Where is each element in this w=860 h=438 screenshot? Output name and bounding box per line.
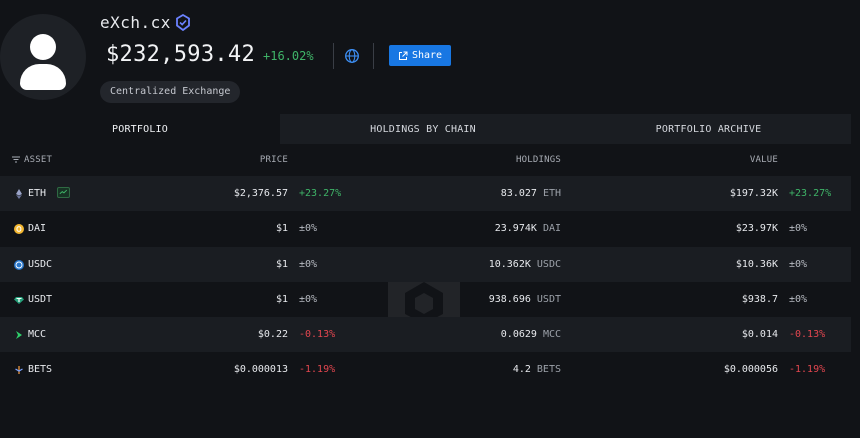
value-change: ±0% bbox=[789, 293, 808, 305]
holdings-amount: 0.0629 bbox=[500, 329, 537, 341]
price-change: +23.27% bbox=[299, 188, 342, 199]
trend-up-icon bbox=[59, 189, 68, 195]
asset-name[interactable]: USDT bbox=[28, 293, 53, 305]
holdings-symbol: ETH bbox=[542, 188, 561, 199]
holdings-amount: 83.027 bbox=[500, 188, 537, 199]
value-change: +23.27% bbox=[789, 188, 832, 199]
table-header: ASSET PRICE HOLDINGS VALUE bbox=[0, 144, 851, 176]
header-value[interactable]: VALUE bbox=[749, 155, 778, 165]
price-change: -0.13% bbox=[299, 329, 336, 341]
total-balance: $232,593.42 bbox=[106, 42, 255, 67]
asset-name[interactable]: USDC bbox=[28, 258, 53, 270]
table-row[interactable]: BETS $0.000013 -1.19% 4.2 BETS $0.000056… bbox=[0, 352, 851, 387]
mcc-icon bbox=[16, 331, 22, 340]
holdings-symbol: USDT bbox=[536, 293, 561, 305]
header-asset[interactable]: ASSET bbox=[24, 155, 53, 165]
table-row[interactable]: MCC $0.22 -0.13% 0.0629 MCC $0.014 -0.13… bbox=[0, 317, 851, 353]
asset-value: $10.36K bbox=[735, 258, 778, 270]
balance-change: +16.02% bbox=[263, 49, 314, 63]
tab-portfolio-archive[interactable]: PORTFOLIO ARCHIVE bbox=[655, 123, 762, 135]
globe-icon[interactable] bbox=[344, 48, 360, 64]
value-change: ±0% bbox=[789, 223, 808, 235]
asset-value: $0.000056 bbox=[723, 364, 778, 376]
holdings-symbol: BETS bbox=[536, 364, 561, 376]
holdings-amount: 23.974K bbox=[494, 223, 537, 235]
holdings-amount: 938.696 bbox=[488, 293, 531, 305]
price-change: ±0% bbox=[299, 223, 318, 235]
ethereum-icon bbox=[16, 189, 22, 199]
price-change: -1.19% bbox=[299, 364, 336, 376]
asset-holdings: 0.0629 MCC bbox=[501, 329, 561, 340]
value-change: ±0% bbox=[789, 258, 808, 270]
table-row[interactable]: USDC $1 ±0% 10.362K USDC $10.36K ±0% bbox=[0, 246, 851, 282]
asset-name[interactable]: MCC bbox=[28, 329, 47, 341]
header-price[interactable]: PRICE bbox=[259, 155, 288, 165]
holdings-symbol: DAI bbox=[542, 223, 561, 235]
entity-type-tag: Centralized Exchange bbox=[100, 81, 241, 103]
avatar-body-icon bbox=[20, 64, 66, 90]
asset-name[interactable]: BETS bbox=[28, 364, 53, 376]
asset-price: $2,376.57 bbox=[233, 188, 288, 199]
asset-price: $1 bbox=[275, 223, 288, 235]
holdings-symbol: MCC bbox=[542, 329, 561, 341]
asset-holdings: 23.974K DAI bbox=[495, 223, 561, 234]
share-icon bbox=[398, 51, 408, 60]
table-row[interactable]: USDT $1 ±0% 938.696 USDT $938.7 ±0% bbox=[0, 282, 851, 317]
asset-value: $23.97K bbox=[735, 223, 778, 235]
asset-value: $938.7 bbox=[741, 293, 778, 305]
value-change: -0.13% bbox=[789, 329, 826, 341]
share-button[interactable]: Share bbox=[389, 45, 451, 66]
asset-holdings: 4.2 BETS bbox=[513, 364, 561, 375]
tab-bar: PORTFOLIO HOLDINGS BY CHAIN PORTFOLIO AR… bbox=[0, 114, 851, 144]
price-chart-button[interactable] bbox=[57, 187, 70, 198]
holdings-amount: 4.2 bbox=[512, 364, 531, 376]
asset-name[interactable]: ETH bbox=[28, 188, 47, 199]
asset-holdings: 938.696 USDT bbox=[489, 294, 561, 305]
divider bbox=[373, 43, 374, 69]
holdings-symbol: USDC bbox=[536, 258, 561, 270]
verified-badge-icon bbox=[176, 14, 190, 31]
asset-price: $0.22 bbox=[257, 329, 288, 341]
usdc-icon bbox=[14, 259, 24, 270]
bets-icon bbox=[15, 366, 23, 375]
divider bbox=[333, 43, 334, 69]
tab-portfolio[interactable]: PORTFOLIO bbox=[0, 114, 280, 144]
asset-name[interactable]: DAI bbox=[28, 223, 47, 235]
asset-price: $1 bbox=[275, 258, 288, 270]
asset-value: $0.014 bbox=[741, 329, 778, 341]
dai-icon bbox=[14, 224, 24, 235]
entity-header: eXch.cx $232,593.42 +16.02% Share Centra… bbox=[0, 0, 860, 114]
asset-price: $0.000013 bbox=[233, 364, 288, 376]
portfolio-table: ASSET PRICE HOLDINGS VALUE ETH $2,376.57… bbox=[0, 144, 851, 388]
header-holdings[interactable]: HOLDINGS bbox=[516, 155, 561, 165]
asset-price: $1 bbox=[275, 293, 288, 305]
table-row[interactable]: ETH $2,376.57 +23.27% 83.027 ETH $197.32… bbox=[0, 176, 851, 212]
avatar-head-icon bbox=[30, 34, 56, 60]
price-change: ±0% bbox=[299, 258, 318, 270]
holdings-amount: 10.362K bbox=[488, 258, 531, 270]
price-change: ±0% bbox=[299, 293, 318, 305]
asset-holdings: 10.362K USDC bbox=[489, 259, 561, 270]
value-change: -1.19% bbox=[789, 364, 826, 376]
share-label: Share bbox=[411, 50, 443, 61]
asset-value: $197.32K bbox=[729, 188, 778, 199]
tab-holdings-by-chain[interactable]: HOLDINGS BY CHAIN bbox=[370, 123, 476, 135]
entity-name: eXch.cx bbox=[100, 13, 171, 32]
filter-icon[interactable] bbox=[12, 156, 20, 163]
asset-holdings: 83.027 ETH bbox=[501, 188, 561, 199]
table-row[interactable]: DAI $1 ±0% 23.974K DAI $23.97K ±0% bbox=[0, 211, 851, 246]
usdt-icon bbox=[14, 296, 24, 304]
avatar bbox=[0, 14, 86, 100]
